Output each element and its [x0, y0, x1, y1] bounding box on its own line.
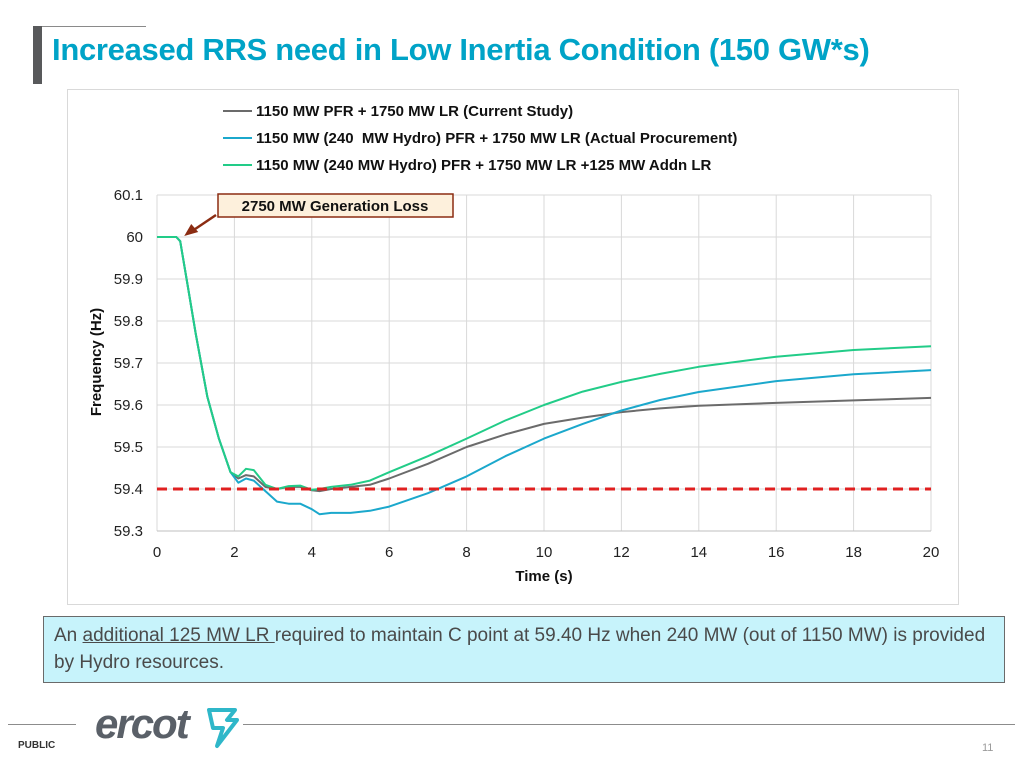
x-tick-label: 4 — [308, 544, 316, 561]
y-tick-label: 60.1 — [114, 187, 143, 204]
x-tick-label: 18 — [845, 544, 862, 561]
legend-label-1: 1150 MW PFR + 1750 MW LR (Current Study) — [256, 103, 573, 120]
title-top-rule — [42, 26, 146, 27]
x-tick-label: 6 — [385, 544, 393, 561]
annotation-label: 2750 MW Generation Loss — [242, 198, 429, 215]
title-accent-bar — [33, 26, 42, 84]
footer-label: PUBLIC — [18, 740, 56, 751]
y-tick-label: 59.4 — [114, 481, 143, 498]
x-tick-label: 8 — [462, 544, 470, 561]
x-tick-label: 0 — [153, 544, 161, 561]
note-box: An additional 125 MW LR required to main… — [43, 616, 1005, 683]
x-tick-label: 2 — [230, 544, 238, 561]
x-tick-label: 16 — [768, 544, 785, 561]
x-tick-label: 20 — [923, 544, 940, 561]
note-suffix: required to maintain C point at 59.40 Hz… — [54, 625, 986, 673]
x-tick-label: 14 — [690, 544, 707, 561]
x-tick-label: 10 — [536, 544, 553, 561]
legend-label-3: 1150 MW (240 MW Hydro) PFR + 1750 MW LR … — [256, 157, 712, 174]
y-tick-label: 59.7 — [114, 355, 143, 372]
logo-mark-icon — [207, 708, 239, 748]
y-axis-title: Frequency (Hz) — [88, 308, 105, 416]
y-tick-label: 59.8 — [114, 313, 143, 330]
page-number: 11 — [982, 742, 994, 754]
note-prefix: An — [54, 625, 83, 646]
y-tick-label: 60 — [126, 229, 143, 246]
slide-title: Increased RRS need in Low Inertia Condit… — [52, 32, 870, 67]
note-underlined: additional 125 MW LR — [82, 625, 275, 646]
series-line-3 — [157, 236, 932, 491]
y-tick-label: 59.6 — [114, 397, 143, 414]
legend-label-2: 1150 MW (240 MW Hydro) PFR + 1750 MW LR … — [256, 130, 737, 147]
y-tick-label: 59.9 — [114, 271, 143, 288]
footer-rule-right — [243, 724, 1015, 725]
ercot-logo: ercot — [95, 700, 239, 748]
x-axis-title: Time (s) — [515, 568, 572, 585]
chart-frame — [67, 89, 959, 605]
y-tick-label: 59.5 — [114, 439, 143, 456]
annotation-arrow-head — [184, 224, 199, 236]
x-tick-label: 12 — [613, 544, 630, 561]
annotation-arrow-shaft — [191, 213, 217, 233]
y-tick-label: 59.3 — [114, 523, 143, 540]
footer-rule-left — [8, 724, 76, 725]
logo-text: ercot — [95, 700, 190, 747]
annotation-box — [217, 193, 454, 218]
